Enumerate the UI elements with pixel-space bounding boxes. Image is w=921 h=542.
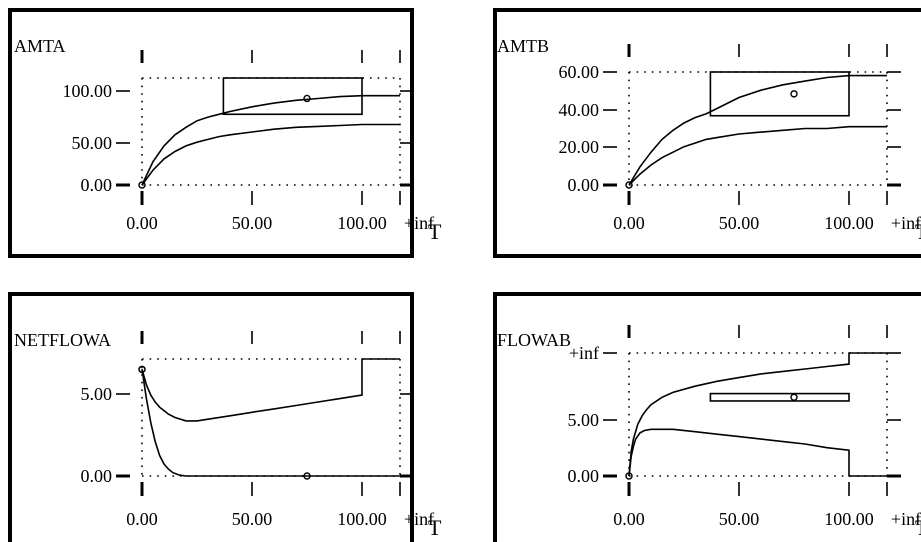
y-axis-title: AMTA — [14, 36, 66, 56]
data-marker — [790, 90, 798, 98]
series-line-2 — [628, 125, 887, 186]
y-tick-label: 50.00 — [72, 133, 113, 153]
region-box — [709, 392, 850, 402]
panel-frame — [8, 292, 414, 542]
x-axis-title: T — [915, 219, 921, 244]
x-tick-label: 100.00 — [337, 509, 387, 529]
x-tick-label: 0.00 — [613, 509, 645, 529]
y-tick-label: +inf — [569, 343, 599, 363]
chart-panel-2: 0.00 20.00 40.00 60.00 0.00 50.00 100.00 +inf AM… — [493, 8, 921, 258]
series-line-2 — [628, 428, 887, 477]
data-marker — [790, 393, 798, 401]
series-line-2 — [141, 369, 400, 477]
x-tick-label: 50.00 — [719, 509, 760, 529]
x-tick-label: 50.00 — [232, 509, 273, 529]
x-axis-title: T — [915, 515, 921, 540]
data-marker — [303, 94, 311, 103]
y-tick-label: 20.00 — [559, 137, 600, 157]
x-axis-title: T — [428, 219, 442, 244]
series-line-2 — [141, 123, 400, 186]
y-tick-label: 0.00 — [568, 175, 600, 195]
panel-frame — [8, 8, 414, 258]
chart-panel-3: 0.00 5.00 0.00 50.00 100.00 +inf NETFLOWA T — [8, 292, 442, 542]
x-tick-label: +inf — [404, 509, 434, 529]
panel-frame — [493, 292, 921, 542]
x-tick-label: 0.00 — [613, 213, 645, 233]
x-tick-label: 50.00 — [232, 213, 273, 233]
series-line-1 — [141, 358, 400, 422]
x-tick-label: 0.00 — [126, 213, 158, 233]
y-tick-label: 0.00 — [81, 175, 113, 195]
x-tick-label: 50.00 — [719, 213, 760, 233]
x-tick-label: 0.00 — [126, 509, 158, 529]
y-tick-label: 100.00 — [63, 81, 113, 101]
y-axis-title: FLOWAB — [497, 330, 571, 350]
series-line-1 — [628, 352, 887, 477]
chart-panel-1: 0.00 50.00 100.00 0.00 50.00 100.00 +inf AMTA T — [8, 8, 442, 258]
y-tick-label: 0.00 — [81, 466, 113, 486]
y-tick-label: 60.00 — [559, 62, 600, 82]
y-axis-title: AMTB — [497, 36, 549, 56]
panel-frame — [493, 8, 921, 258]
origin-marker — [138, 181, 146, 189]
y-axis-title: NETFLOWA — [14, 330, 111, 350]
region-box — [709, 71, 850, 117]
x-axis-title: T — [428, 515, 442, 540]
y-tick-label: 0.00 — [568, 466, 600, 486]
x-tick-label: +inf — [891, 213, 921, 233]
y-tick-label: 5.00 — [81, 384, 113, 404]
x-tick-label: +inf — [891, 509, 921, 529]
x-tick-label: 100.00 — [337, 213, 387, 233]
x-tick-label: 100.00 — [824, 213, 874, 233]
data-marker — [303, 472, 311, 480]
y-tick-label: 40.00 — [559, 100, 600, 120]
y-tick-label: 5.00 — [568, 410, 600, 430]
x-tick-label: +inf — [404, 213, 434, 233]
series-line-1 — [628, 74, 887, 186]
x-tick-label: 100.00 — [824, 509, 874, 529]
series-line-1 — [141, 94, 400, 186]
origin-marker — [625, 181, 633, 189]
origin-marker — [138, 365, 146, 374]
origin-marker — [625, 472, 633, 480]
